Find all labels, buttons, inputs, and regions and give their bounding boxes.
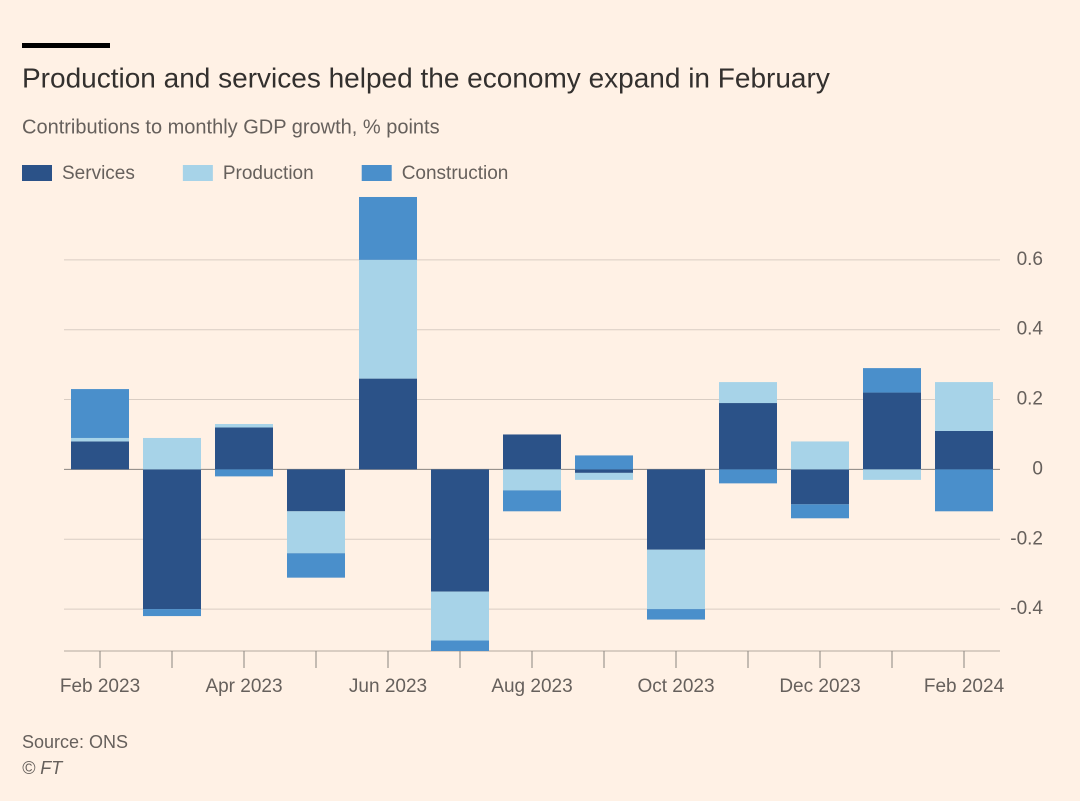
bar-segment: [215, 469, 273, 477]
legend-label: Services: [62, 163, 135, 184]
bar-segment: [359, 378, 417, 470]
chart-subtitle: Contributions to monthly GDP growth, % p…: [22, 116, 440, 138]
bar-segment: [143, 437, 201, 470]
legend-swatch: [22, 165, 52, 181]
y-tick-label: 0.4: [1017, 319, 1044, 340]
bar-segment: [215, 423, 273, 428]
bar-segment: [431, 640, 489, 651]
y-tick-label: 0.6: [1017, 249, 1043, 270]
bar-segment: [71, 389, 129, 438]
bar-segment: [647, 609, 705, 620]
chart-title: Production and services helped the econo…: [22, 62, 830, 93]
legend-label: Construction: [402, 163, 509, 184]
legend-swatch: [361, 165, 392, 181]
bar-segment: [863, 392, 921, 470]
bar-segment: [431, 469, 489, 592]
bar-segment: [791, 441, 849, 470]
bar-segment: [215, 427, 273, 470]
legend-swatch: [182, 165, 213, 181]
bar-segment: [431, 591, 489, 641]
bar-segment: [719, 382, 777, 404]
source: Source: ONS: [22, 732, 128, 752]
bar-segment: [719, 469, 777, 484]
bar-segment: [287, 469, 345, 512]
x-tick-label: Apr 2023: [205, 676, 282, 697]
y-tick-label: -0.2: [1010, 528, 1043, 549]
bar-segment: [503, 434, 561, 470]
y-tick-label: -0.4: [1010, 598, 1043, 619]
bar-segment: [143, 469, 201, 610]
bar-segment: [287, 511, 345, 554]
bar-segment: [359, 259, 417, 379]
x-tick-label: Feb 2023: [60, 676, 140, 697]
bar-segment: [503, 469, 561, 491]
bar-segment: [863, 368, 921, 393]
bar-segment: [791, 504, 849, 519]
x-tick-label: Feb 2024: [924, 676, 1005, 697]
bar-segment: [647, 549, 705, 610]
y-tick-label: 0.2: [1017, 389, 1043, 410]
bar-segment: [647, 469, 705, 550]
bar-segment: [575, 455, 633, 470]
x-tick-label: Jun 2023: [349, 676, 427, 697]
y-tick-label: 0: [1032, 458, 1043, 479]
x-tick-label: Aug 2023: [491, 676, 572, 697]
x-tick-label: Oct 2023: [637, 676, 714, 697]
bar-segment: [575, 472, 633, 480]
bar-segment: [575, 469, 633, 473]
bar-segment: [143, 609, 201, 617]
bar-segment: [287, 553, 345, 578]
bar-segment: [71, 437, 129, 442]
bar-segment: [359, 196, 417, 260]
title-rule: [22, 43, 110, 48]
bar-segment: [935, 430, 993, 470]
credit: © FT: [22, 758, 64, 778]
legend-label: Production: [223, 163, 314, 184]
bar-segment: [503, 490, 561, 512]
bar-segment: [935, 469, 993, 512]
bar-segment: [935, 382, 993, 431]
bar-segment: [71, 441, 129, 470]
x-tick-label: Dec 2023: [779, 676, 860, 697]
bar-segment: [863, 469, 921, 480]
bar-segment: [719, 403, 777, 470]
bar-segment: [791, 469, 849, 505]
